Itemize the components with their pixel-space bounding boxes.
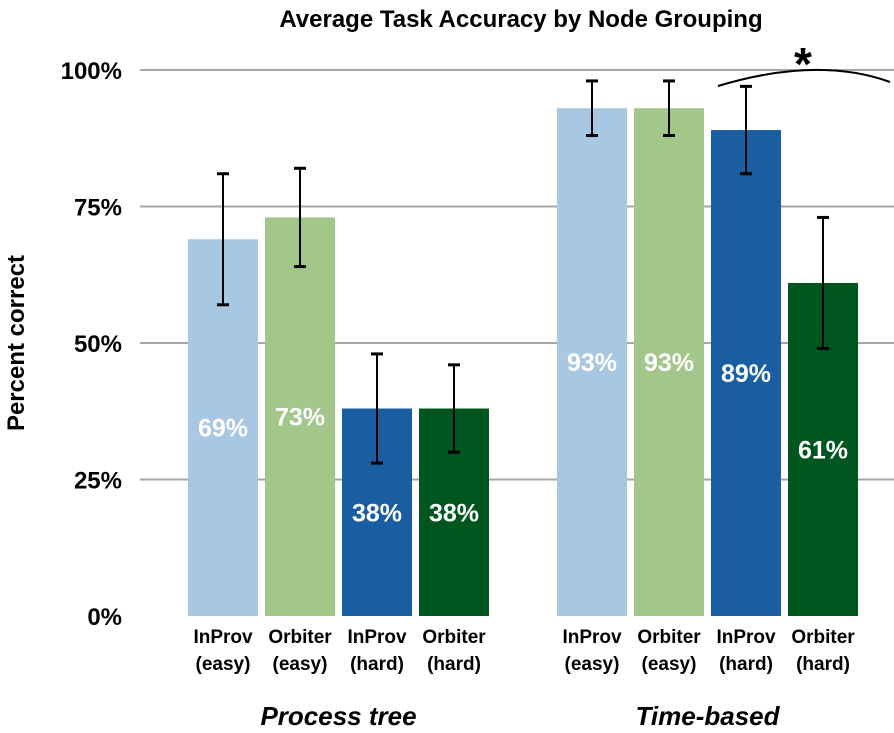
y-axis-label: Percent correct bbox=[3, 255, 30, 431]
error-bar bbox=[740, 84, 752, 176]
group-labels: Process tree Time-based bbox=[260, 701, 780, 731]
category-labels: InProv (easy) Orbiter (easy) InProv (hard) Orb… bbox=[193, 627, 855, 675]
bar bbox=[265, 217, 335, 617]
error-bar bbox=[663, 79, 675, 138]
y-tick-label: 100% bbox=[61, 58, 122, 85]
chart-title: Average Task Accuracy by Node Grouping bbox=[279, 6, 762, 33]
y-tick-label: 25% bbox=[74, 468, 122, 495]
bar bbox=[634, 108, 704, 616]
group-label: Time-based bbox=[635, 701, 780, 731]
data-label: 38% bbox=[429, 499, 479, 527]
category-sublabel: (easy) bbox=[196, 654, 251, 675]
y-tick-label: 75% bbox=[74, 195, 122, 222]
category-sublabel: (hard) bbox=[796, 654, 850, 675]
error-bar bbox=[586, 79, 598, 138]
y-axis-ticks: 0% 25% 50% 75% 100% bbox=[61, 58, 122, 631]
data-label: 93% bbox=[644, 349, 694, 377]
category-sublabel: (hard) bbox=[719, 654, 773, 675]
data-label: 61% bbox=[798, 436, 848, 464]
data-label: 89% bbox=[721, 360, 771, 388]
category-sublabel: (hard) bbox=[350, 654, 404, 675]
category-label: InProv bbox=[193, 627, 253, 648]
category-label: InProv bbox=[347, 627, 407, 648]
category-sublabel: (easy) bbox=[565, 654, 620, 675]
bar bbox=[557, 108, 627, 616]
error-bar bbox=[448, 363, 460, 454]
category-sublabel: (easy) bbox=[642, 654, 697, 675]
category-label: Orbiter bbox=[422, 627, 486, 648]
category-sublabel: (easy) bbox=[273, 654, 328, 675]
y-tick-label: 0% bbox=[87, 604, 122, 631]
error-bar bbox=[817, 215, 829, 350]
error-bar bbox=[217, 172, 229, 307]
y-tick-label: 50% bbox=[74, 331, 122, 358]
error-bar bbox=[371, 352, 383, 465]
category-label: InProv bbox=[562, 627, 622, 648]
significance-star: * bbox=[794, 38, 812, 90]
data-labels: 69% 73% 38% 38% 93% 93% 89% 61% bbox=[198, 349, 848, 527]
significance-annotation: * bbox=[717, 38, 891, 90]
category-label: Orbiter bbox=[268, 627, 332, 648]
data-label: 69% bbox=[198, 415, 248, 443]
category-label: InProv bbox=[716, 627, 776, 648]
data-label: 93% bbox=[567, 349, 617, 377]
data-label: 38% bbox=[352, 499, 402, 527]
category-label: Orbiter bbox=[791, 627, 855, 648]
data-label: 73% bbox=[275, 404, 325, 432]
category-sublabel: (hard) bbox=[427, 654, 481, 675]
significance-brace bbox=[717, 69, 891, 87]
group-label: Process tree bbox=[260, 701, 416, 731]
category-label: Orbiter bbox=[637, 627, 701, 648]
bar bbox=[711, 130, 781, 616]
error-bar bbox=[294, 166, 306, 269]
error-bars bbox=[217, 79, 829, 465]
